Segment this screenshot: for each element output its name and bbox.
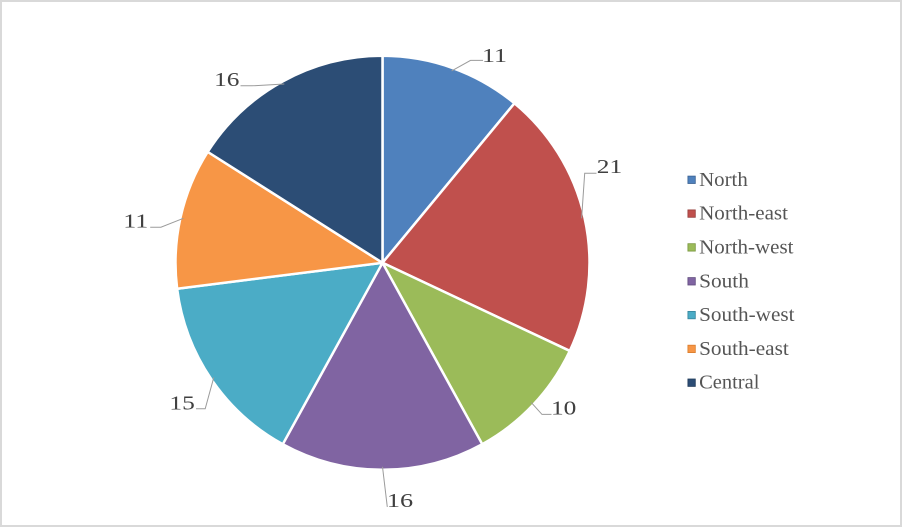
svg-text:16: 16 [387, 491, 414, 512]
svg-text:North-east: North-east [699, 204, 789, 225]
svg-text:15: 15 [169, 394, 194, 415]
svg-text:10: 10 [551, 399, 576, 420]
svg-text:16: 16 [214, 70, 240, 91]
svg-text:South-west: South-west [699, 305, 795, 326]
svg-text:North-west: North-west [699, 237, 794, 258]
svg-text:South: South [699, 271, 749, 292]
svg-text:11: 11 [123, 211, 148, 232]
svg-text:11: 11 [482, 46, 507, 67]
svg-text:Central: Central [699, 373, 760, 394]
svg-text:South-east: South-east [699, 339, 789, 360]
svg-text:North: North [699, 170, 748, 191]
svg-text:21: 21 [597, 157, 622, 178]
